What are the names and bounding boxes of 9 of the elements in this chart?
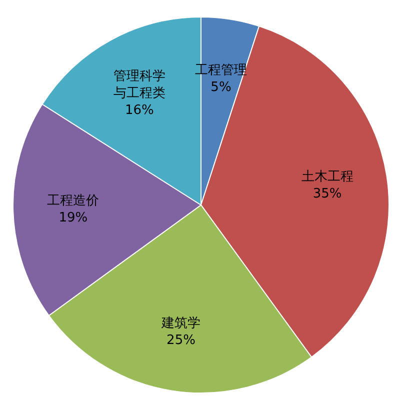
data-label: 16% [124, 102, 154, 118]
data-label: 35% [312, 186, 342, 201]
slice-label: 土木工程 [301, 169, 354, 184]
data-label: 5% [210, 80, 232, 95]
slice-label: 管理科学与工程类 [113, 68, 166, 100]
slice-label: 工程造价 [47, 193, 100, 208]
data-label: 25% [166, 332, 196, 348]
slice-label: 建筑学 [160, 315, 200, 330]
data-label: 19% [58, 210, 88, 226]
